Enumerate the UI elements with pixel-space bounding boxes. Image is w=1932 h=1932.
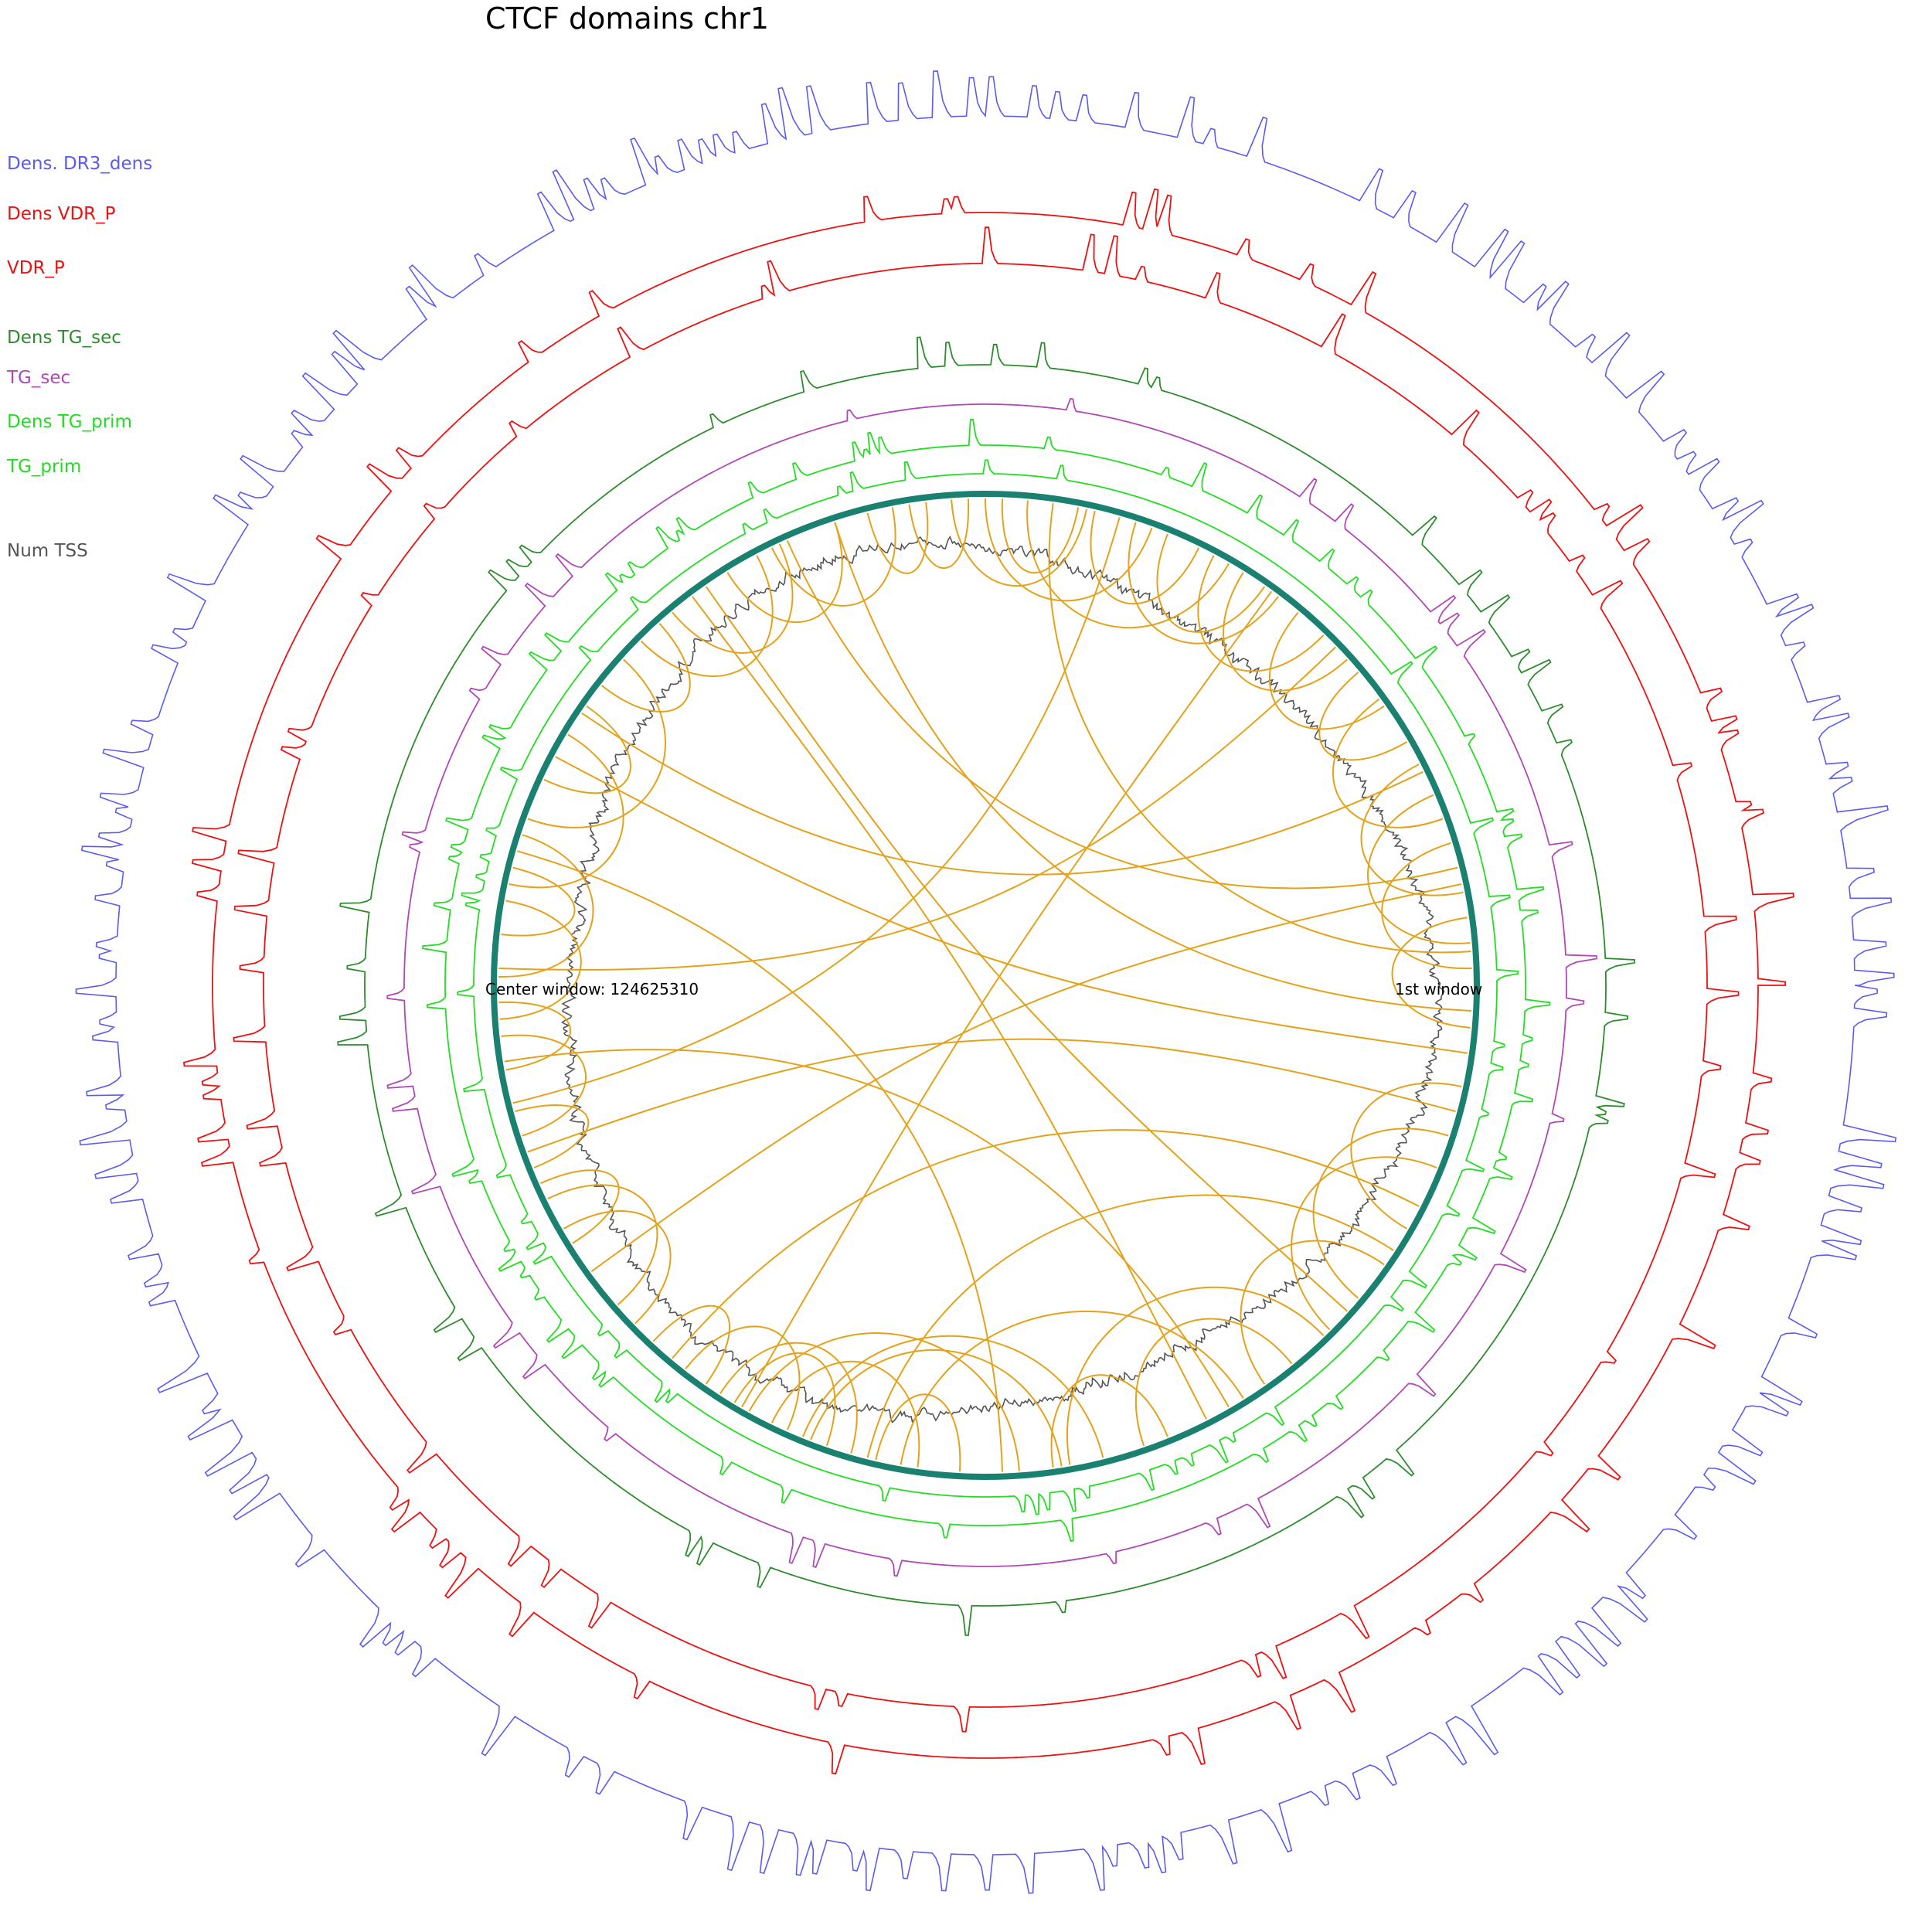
link-arc-63 bbox=[512, 517, 1121, 1104]
link-arc-9 bbox=[692, 596, 1207, 1420]
link-arc-20 bbox=[563, 1210, 672, 1325]
link-arc-33 bbox=[640, 555, 774, 677]
link-arc-43 bbox=[1090, 510, 1200, 605]
link-arc-54 bbox=[1391, 917, 1471, 1029]
link-arc-31 bbox=[543, 705, 631, 794]
link-arc-13 bbox=[748, 1332, 1020, 1471]
link-arc-17 bbox=[733, 1352, 836, 1447]
track-num-tss bbox=[561, 535, 1445, 1423]
link-arc-28 bbox=[501, 866, 576, 937]
track-tg-sec bbox=[386, 397, 1597, 1577]
link-arc-15 bbox=[770, 1360, 920, 1468]
link-arc-36 bbox=[770, 507, 896, 607]
link-arc-59 bbox=[504, 1049, 1230, 1408]
link-arc-55 bbox=[555, 756, 1468, 1054]
link-arc-64 bbox=[498, 646, 1336, 971]
link-arc-5 bbox=[1240, 1240, 1385, 1385]
link-arc-7 bbox=[1134, 1318, 1293, 1447]
link-arc-19 bbox=[652, 1304, 731, 1385]
link-arc-42 bbox=[1026, 500, 1230, 629]
link-arc-62 bbox=[590, 883, 1462, 1273]
link-arc-23 bbox=[515, 1104, 590, 1168]
link-arc-3 bbox=[1291, 1156, 1437, 1331]
chart-title: CTCF domains chr1 bbox=[485, 2, 769, 36]
link-arc-53 bbox=[1381, 842, 1472, 970]
link-arc-12 bbox=[810, 1349, 1063, 1467]
link-arc-51 bbox=[1360, 764, 1464, 896]
track-tg-prim bbox=[457, 459, 1519, 1515]
link-arc-58 bbox=[705, 586, 1348, 1312]
legend-tg-sec: TG_sec bbox=[7, 368, 71, 388]
link-arc-45 bbox=[1156, 533, 1266, 633]
legend-dr3-density: Dens. DR3_dens bbox=[7, 154, 153, 174]
link-arc-39 bbox=[951, 499, 1087, 587]
link-arc-40 bbox=[985, 498, 1153, 602]
link-arc-35 bbox=[726, 522, 843, 624]
legend-tg-prim-density: Dens TG_prim bbox=[7, 412, 132, 432]
link-arc-8 bbox=[900, 1311, 1244, 1465]
first-window-label: 1st window bbox=[1395, 980, 1482, 998]
link-arc-66 bbox=[786, 540, 1458, 889]
link-arc-24 bbox=[501, 1034, 587, 1137]
track-vdr-p-density bbox=[183, 188, 1794, 1775]
link-arc-38 bbox=[908, 498, 970, 570]
legend-vdr-p: VDR_P bbox=[7, 258, 65, 278]
link-arc-57 bbox=[672, 1129, 1420, 1359]
legend-tg-prim: TG_prim bbox=[7, 457, 82, 477]
track-tg-prim-density bbox=[422, 418, 1551, 1543]
link-arc-25 bbox=[498, 1001, 572, 1071]
link-arc-16 bbox=[719, 1342, 858, 1454]
link-arc-4 bbox=[866, 1194, 1394, 1458]
link-arc-56 bbox=[527, 1038, 1456, 1153]
link-arcs bbox=[498, 498, 1472, 1472]
track-tg-sec-density bbox=[337, 336, 1636, 1637]
link-arc-11 bbox=[802, 1335, 1104, 1458]
link-arc-65 bbox=[581, 712, 1423, 876]
link-arc-2 bbox=[1312, 1128, 1449, 1299]
link-arc-34 bbox=[672, 543, 794, 654]
link-arc-37 bbox=[866, 502, 929, 574]
link-arc-0 bbox=[834, 522, 1472, 1012]
track-vdr-p bbox=[233, 226, 1740, 1733]
link-arc-22 bbox=[540, 1169, 620, 1244]
link-arc-14 bbox=[875, 1393, 961, 1472]
link-arc-67 bbox=[1048, 502, 1471, 954]
link-arc-10 bbox=[1050, 1374, 1168, 1468]
link-arc-44 bbox=[1128, 522, 1279, 645]
legend-tg-sec-density: Dens TG_sec bbox=[7, 328, 121, 348]
legend-vdr-p-density: Dens VDR_P bbox=[7, 204, 116, 224]
link-arc-26 bbox=[499, 900, 582, 1020]
link-arc-30 bbox=[527, 658, 666, 828]
link-arc-41 bbox=[1001, 498, 1080, 574]
link-arc-47 bbox=[1223, 572, 1348, 692]
track-rings bbox=[75, 70, 1897, 1894]
link-arc-21 bbox=[547, 1184, 658, 1306]
center-window-label: Center window: 124625310 bbox=[485, 980, 699, 998]
link-arc-1 bbox=[1350, 1082, 1462, 1230]
legend-num-tss: Num TSS bbox=[7, 541, 88, 561]
chromosome-ideogram bbox=[491, 491, 1480, 1480]
link-arc-60 bbox=[517, 850, 1003, 1472]
link-arc-27 bbox=[498, 834, 594, 978]
link-arc-18 bbox=[685, 1325, 801, 1430]
link-arc-50 bbox=[1332, 698, 1444, 828]
link-arc-32 bbox=[600, 623, 691, 713]
link-arc-48 bbox=[1268, 611, 1385, 730]
link-arc-49 bbox=[1318, 672, 1408, 761]
link-arc-61 bbox=[741, 590, 1273, 1408]
link-arc-52 bbox=[1367, 794, 1471, 944]
track-dr3-density bbox=[75, 70, 1897, 1894]
link-arc-29 bbox=[509, 733, 624, 889]
